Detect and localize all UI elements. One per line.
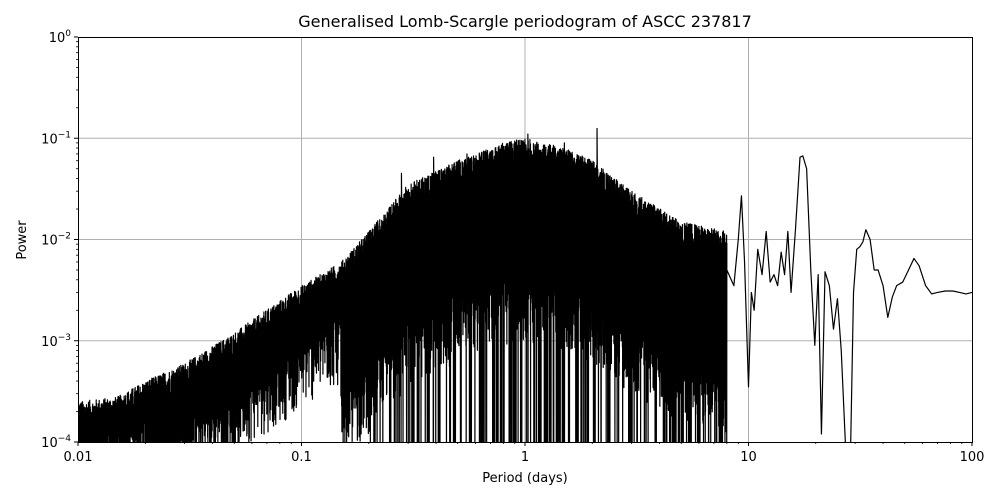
axis-ticks <box>74 36 973 446</box>
x-tick-label: 100 <box>960 450 985 465</box>
y-tick-label: 10−3 <box>41 333 71 350</box>
x-tick-label: 0.1 <box>291 450 312 465</box>
y-tick-labels: 100 10−1 10−2 10−3 10−4 <box>41 29 71 451</box>
y-tick-label: 10−2 <box>41 232 71 249</box>
chart-title: Generalised Lomb-Scargle periodogram of … <box>298 12 752 31</box>
x-tick-label: 10 <box>740 450 757 465</box>
y-tick-label: 10−1 <box>41 130 71 147</box>
x-tick-label: 0.01 <box>64 450 93 465</box>
x-tick-labels: 0.01 0.1 1 10 100 <box>64 450 985 465</box>
x-axis-label: Period (days) <box>482 471 568 486</box>
x-tick-label: 1 <box>521 450 529 465</box>
power-series-line <box>78 127 972 442</box>
y-tick-label: 10−4 <box>41 434 71 451</box>
y-axis-label: Power <box>15 220 30 260</box>
y-tick-label: 100 <box>49 29 72 46</box>
